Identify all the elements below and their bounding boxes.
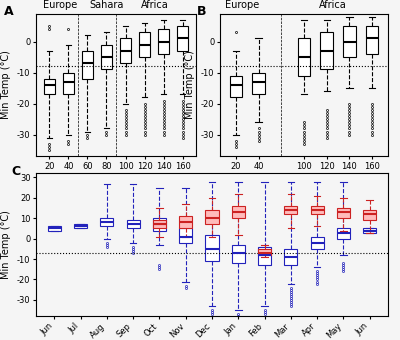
PathPatch shape — [337, 228, 350, 239]
PathPatch shape — [258, 247, 271, 265]
PathPatch shape — [343, 26, 356, 57]
PathPatch shape — [158, 29, 169, 54]
PathPatch shape — [232, 206, 245, 218]
X-axis label: Latitudes Crossed: Latitudes Crossed — [72, 176, 160, 187]
PathPatch shape — [320, 32, 333, 69]
PathPatch shape — [82, 51, 93, 79]
PathPatch shape — [206, 210, 218, 224]
Y-axis label: Min Temp (°C): Min Temp (°C) — [1, 51, 11, 119]
PathPatch shape — [284, 249, 297, 265]
Y-axis label: Min Temp (°C): Min Temp (°C) — [185, 51, 195, 119]
Y-axis label: Min Temp (°C): Min Temp (°C) — [1, 210, 11, 279]
PathPatch shape — [284, 206, 297, 214]
Text: Europe: Europe — [225, 0, 259, 10]
PathPatch shape — [153, 220, 166, 228]
PathPatch shape — [258, 249, 271, 255]
Text: A: A — [4, 5, 14, 18]
PathPatch shape — [363, 210, 376, 220]
PathPatch shape — [120, 38, 131, 63]
PathPatch shape — [232, 245, 245, 263]
PathPatch shape — [178, 26, 188, 51]
PathPatch shape — [44, 79, 54, 94]
PathPatch shape — [310, 206, 324, 214]
Text: Africa: Africa — [140, 0, 168, 10]
PathPatch shape — [127, 220, 140, 228]
PathPatch shape — [101, 45, 112, 69]
PathPatch shape — [366, 26, 378, 54]
PathPatch shape — [310, 237, 324, 249]
PathPatch shape — [179, 228, 192, 243]
PathPatch shape — [48, 226, 61, 231]
X-axis label: Latitudes Crossed: Latitudes Crossed — [260, 176, 348, 187]
PathPatch shape — [139, 32, 150, 57]
Text: B: B — [196, 5, 206, 18]
PathPatch shape — [100, 218, 114, 226]
PathPatch shape — [363, 228, 376, 233]
PathPatch shape — [252, 72, 265, 94]
PathPatch shape — [230, 76, 242, 98]
Text: Sahara: Sahara — [89, 0, 124, 10]
Text: C: C — [11, 165, 20, 178]
PathPatch shape — [63, 72, 74, 94]
PathPatch shape — [337, 208, 350, 218]
Text: Europe: Europe — [43, 0, 77, 10]
PathPatch shape — [298, 38, 310, 76]
PathPatch shape — [153, 218, 166, 231]
Text: Africa: Africa — [319, 0, 346, 10]
PathPatch shape — [206, 235, 218, 261]
PathPatch shape — [179, 216, 192, 228]
PathPatch shape — [74, 224, 87, 228]
